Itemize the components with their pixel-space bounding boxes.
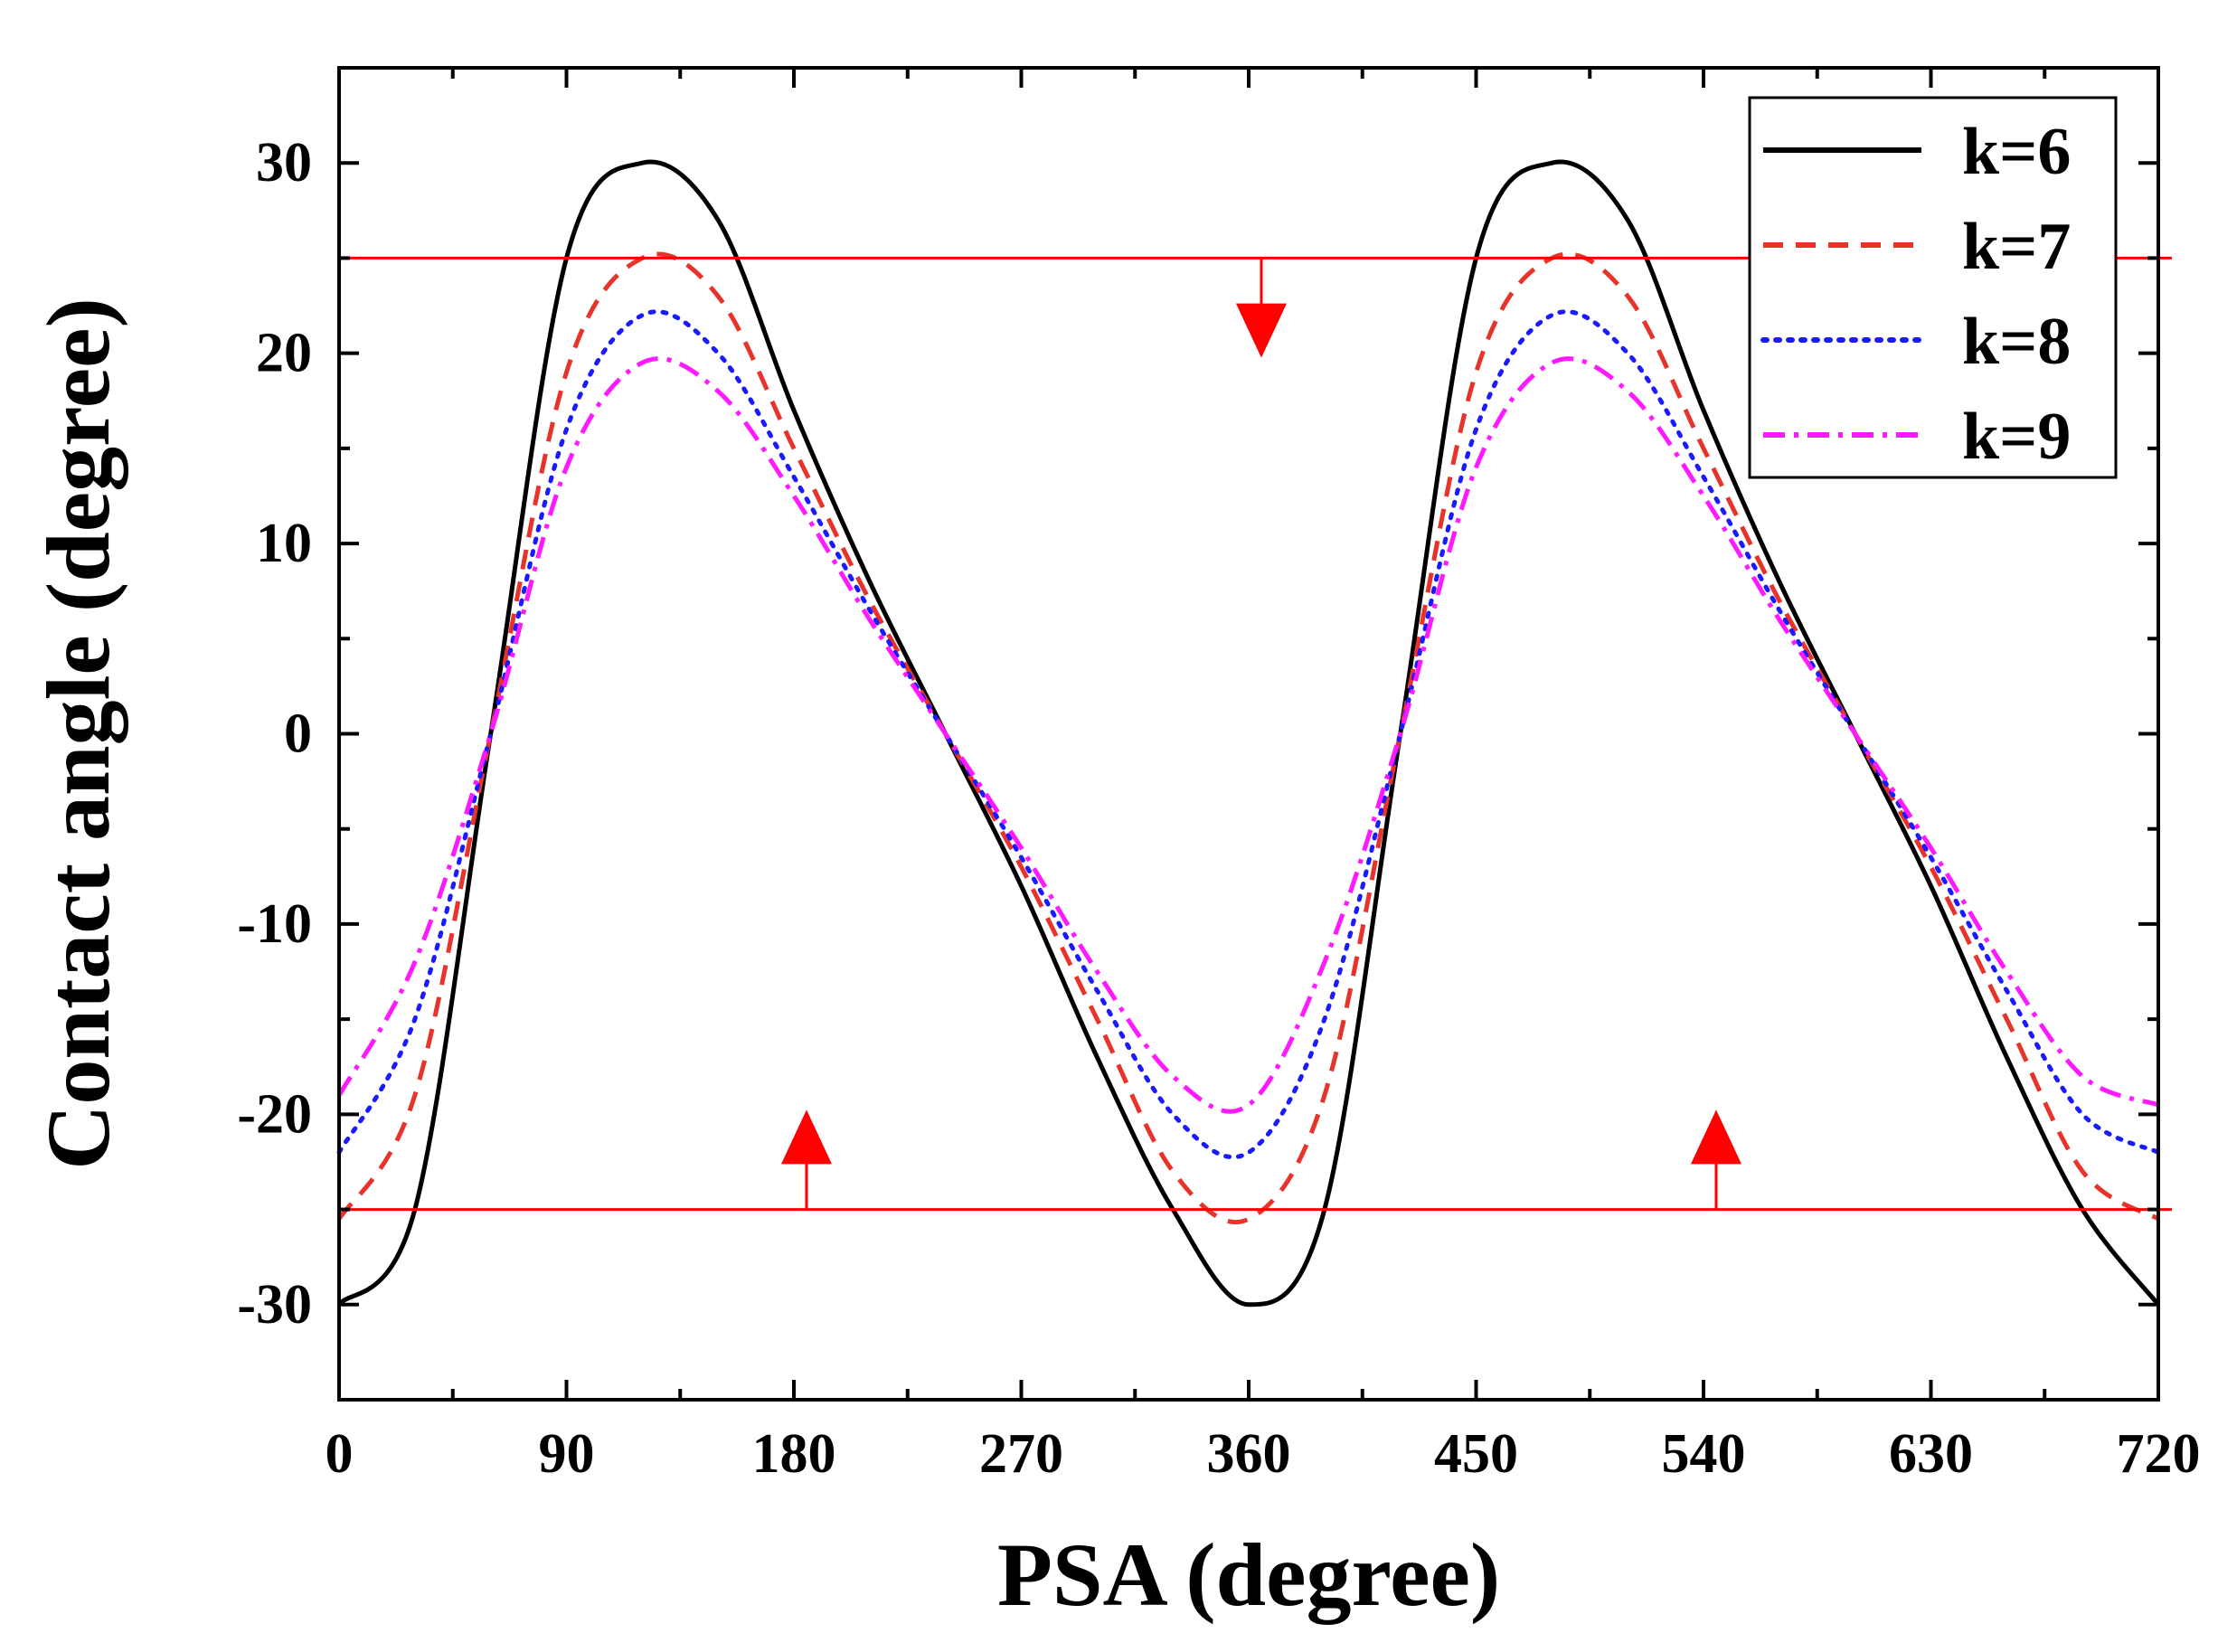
y-tick-label: 10 <box>256 513 312 574</box>
x-tick-label: 630 <box>1889 1423 1973 1485</box>
series-layer <box>336 159 2161 1307</box>
x-tick-label: 360 <box>1207 1423 1291 1485</box>
up-arrow-right-head <box>1690 1109 1741 1165</box>
series-line-k-9 <box>336 356 2159 1114</box>
y-tick-label: -30 <box>237 1274 312 1336</box>
tick-layer: 0 90 180 270 360 450 540 630 720 -30 -20 -10 0 10 20 30 <box>237 68 2201 1485</box>
legend-box <box>1748 96 2118 479</box>
up-arrow-left-head <box>780 1109 832 1165</box>
y-tick-label: -10 <box>237 893 312 955</box>
legend-label: k=9 <box>1962 400 2071 474</box>
x-tick-label: 90 <box>539 1423 595 1485</box>
x-tick-label: 450 <box>1434 1423 1518 1485</box>
y-tick-label: 20 <box>256 323 312 384</box>
legend-item-k-6: k=6 <box>1763 115 2071 189</box>
down-arrow-head <box>1235 303 1287 358</box>
legend-item-k-9: k=9 <box>1763 400 2071 474</box>
down-arrow <box>1235 258 1287 358</box>
y-tick-label: 30 <box>256 132 312 194</box>
up-arrow-left <box>780 1109 832 1210</box>
legend-item-k-7: k=7 <box>1763 210 2071 284</box>
series-line-k-6 <box>337 159 2160 1307</box>
legend-label: k=7 <box>1962 210 2071 284</box>
x-tick-label: 0 <box>326 1423 354 1485</box>
x-tick-label: 180 <box>752 1423 836 1485</box>
up-arrow-right <box>1690 1109 1741 1210</box>
legend-item-k-8: k=8 <box>1760 305 2071 379</box>
y-axis-title: Contact angle (degree) <box>28 297 128 1170</box>
y-tick-label: 0 <box>284 703 312 765</box>
x-tick-label: 270 <box>979 1423 1063 1485</box>
x-tick-label: 720 <box>2117 1423 2201 1485</box>
legend-label: k=6 <box>1962 115 2071 189</box>
legend-label: k=8 <box>1962 305 2071 379</box>
reference-layer <box>339 256 2172 1212</box>
x-axis-title: PSA (degree) <box>997 1525 1500 1625</box>
y-tick-label: -20 <box>237 1083 312 1145</box>
legend: k=6 k=7 k=8 k=9 <box>1748 96 2118 479</box>
x-tick-label: 540 <box>1662 1423 1746 1485</box>
series-line-k-8 <box>336 309 2161 1160</box>
